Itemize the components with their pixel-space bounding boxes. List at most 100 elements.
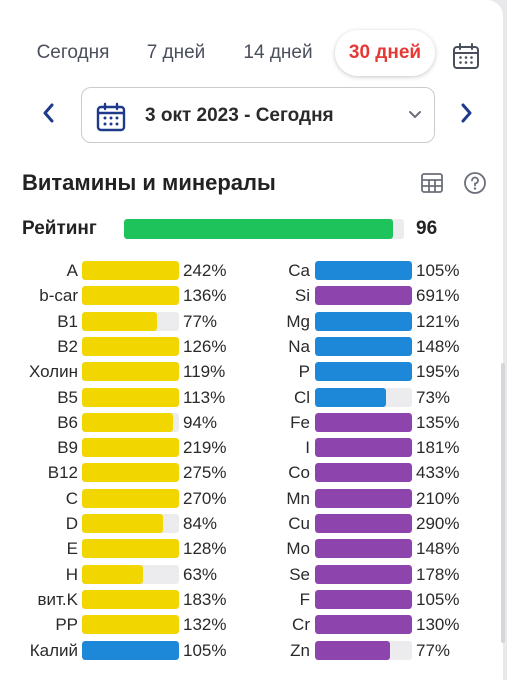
nutrient-bar-fill [82,412,174,432]
nutrient-percent: 691% [416,286,460,306]
nutrient-row-p: P 195% [0,359,503,384]
scrollbar[interactable] [501,363,505,643]
nutrient-bar-fill [82,539,179,559]
nutrient-bar-fill [82,564,144,584]
nutrient-bar-fill [82,488,179,508]
nutrient-bar-fill [82,438,179,458]
nutrient-row-mn: Mn 210% [0,486,503,511]
nutrient-label: Калий [29,640,78,660]
nutrient-bar-fill [315,488,412,508]
nutrient-label: Cu [288,514,310,533]
nutrient-label: Mg [286,311,310,331]
nutrient-bar [82,615,179,635]
nutrient-row-cl: Cl 73% [0,385,503,410]
nutrient-bar [315,311,412,331]
nutrient-row-a: A 242% [0,258,503,283]
nutrient-bar [315,514,412,533]
nutrient-bar-fill [315,286,412,306]
nutrient-bar [315,463,412,483]
table-view-button[interactable] [420,172,444,199]
nutrient-row-se: Se 178% [0,562,503,587]
nutrient-bar-fill [82,362,179,382]
nutrient-bar-fill [315,589,412,609]
nutrient-percent: 275% [183,463,227,483]
nutrient-bar [315,412,412,432]
nutrient-bar [315,640,412,660]
nutrient-percent: 433% [416,463,460,483]
nutrient-bar [82,311,179,331]
nutrient-bar-fill [315,362,412,382]
tab-7-days[interactable]: 7 дней [146,42,206,63]
nutrient-label: Mn [286,488,310,508]
nutrient-percent: 128% [183,539,227,559]
nutrient-label: A [66,261,78,280]
nutrient-label: Холин [28,362,78,382]
nutrient-bar [82,387,179,407]
nutrient-percent: 132% [183,615,227,635]
tab-14-days[interactable]: 14 дней [243,42,313,63]
nutrient-bar-fill [315,387,386,407]
nutrient-percent: 135% [416,412,460,432]
nutrient-row-pp: PP 132% [0,612,503,637]
nutrient-bar-fill [82,311,157,331]
nutrient-bar-fill [82,387,179,407]
nutrient-bar [82,412,179,432]
nutrient-bar [315,564,412,584]
nutrient-percent: 183% [183,589,227,609]
nutrient-bar [82,362,179,382]
nutrient-bar-fill [315,514,412,533]
nutrient-percent: 270% [183,488,227,508]
nutrient-row-b9: B9 219% [0,435,503,460]
nutrient-percent: 121% [416,311,460,331]
nutrient-percent: 77% [416,640,451,660]
nutrient-label: b-car [39,286,78,306]
nutrient-bar-fill [82,589,179,609]
nutrient-row-холин: Холин 119% [0,359,503,384]
nutrient-bar [315,336,412,356]
nutrient-bar-fill [82,640,179,660]
nutrient-row-na: Na 148% [0,334,503,359]
next-period-button[interactable] [459,103,473,128]
nutrient-bar-fill [82,336,179,356]
nutrient-bar [82,438,179,458]
tab-today[interactable]: Сегодня [36,42,110,63]
nutrient-label: Si [294,286,310,306]
help-button[interactable] [463,171,487,200]
nutrient-bar-fill [315,412,412,432]
nutrient-row-i: I 181% [0,435,503,460]
nutrient-bar-fill [82,286,179,306]
nutrient-row-b1: B1 77% [0,309,503,334]
tab-30-days[interactable]: 30 дней [335,30,435,76]
nutrient-row-cr: Cr 130% [0,612,503,637]
calendar-icon [96,102,126,132]
nutrient-row-cu: Cu 290% [0,511,503,536]
nutrient-row-вит.k: вит.K 183% [0,587,503,612]
prev-period-button[interactable] [42,103,56,128]
nutrient-label: P [298,362,310,382]
nutrient-bar-fill [315,539,412,559]
nutrient-bar-fill [82,261,179,280]
nutrient-bar-fill [315,261,412,280]
nutrient-bar [315,615,412,635]
nutrient-label: B6 [57,412,78,432]
question-circle-icon [464,172,486,194]
nutrient-row-mg: Mg 121% [0,309,503,334]
nutrient-bar [315,488,412,508]
nutrient-percent: 148% [416,539,460,559]
nutrient-bar [315,362,412,382]
nutrient-bar [82,463,179,483]
nutrient-percent: 181% [416,438,460,458]
nutrient-percent: 178% [416,564,460,584]
rating-bar-fill [124,219,393,239]
calendar-icon[interactable] [452,42,480,75]
rating-label: Рейтинг [22,218,97,239]
date-range-select[interactable]: 3 окт 2023 - Сегодня [81,87,435,143]
nutrient-percent: 105% [183,640,227,660]
nutrient-bar [315,438,412,458]
nutrient-bar-fill [315,463,412,483]
nutrient-row-b-car: b-car 136% [0,283,503,308]
nutrient-percent: 219% [183,438,227,458]
nutrient-label: H [65,564,78,584]
nutrient-label: Na [288,336,310,356]
nutrient-label: Se [289,564,310,584]
